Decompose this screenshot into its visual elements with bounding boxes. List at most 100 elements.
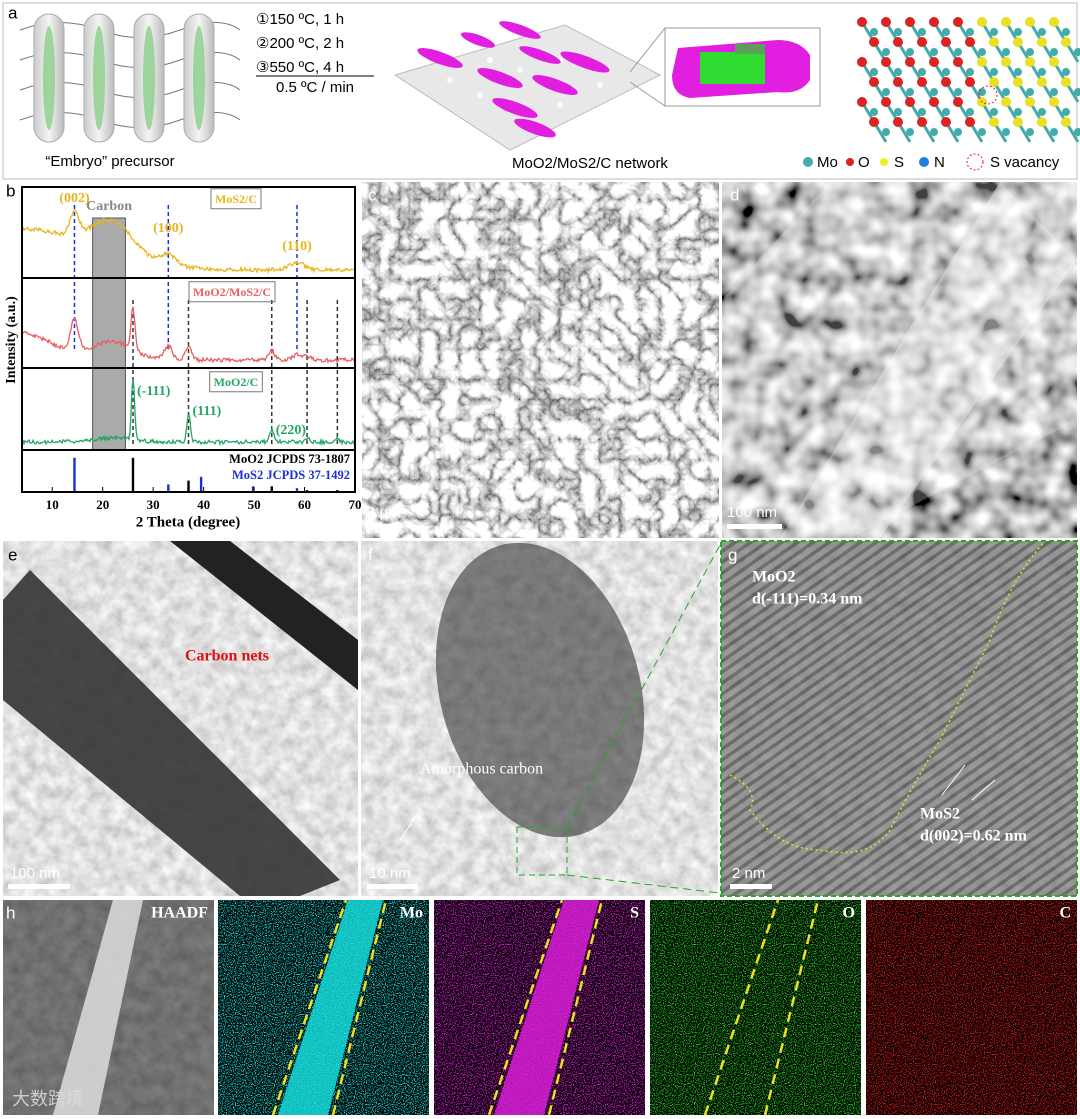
atom <box>1038 68 1046 76</box>
vacancy <box>978 85 998 105</box>
atom <box>869 37 879 47</box>
y-axis-label: Intensity (a.u.) <box>4 296 19 384</box>
atom <box>941 77 951 87</box>
atom <box>942 28 950 36</box>
crystal-illustration <box>857 17 1080 143</box>
atom <box>917 37 927 47</box>
atom <box>1013 77 1023 87</box>
series-name: MoO2/C <box>214 375 259 389</box>
x-axis-label: 2 Theta (degree) <box>136 514 240 530</box>
atom <box>1026 48 1034 56</box>
panel-label: h <box>6 903 15 922</box>
atom <box>953 57 963 67</box>
legend-text: S <box>894 154 904 171</box>
atom <box>1050 48 1058 56</box>
atom <box>1074 48 1080 56</box>
atom <box>917 77 927 87</box>
atom <box>1062 108 1070 116</box>
legend-text: O <box>858 154 870 171</box>
x-tick-label: 60 <box>298 497 311 512</box>
map-label: C <box>1059 905 1071 922</box>
atom <box>1001 57 1011 67</box>
atom <box>906 88 914 96</box>
x-tick-label: 40 <box>197 497 210 512</box>
atom <box>989 77 999 87</box>
panel-h: HAADF Mo S O Ch <box>3 899 1077 1116</box>
band-label: Carbon <box>86 199 132 214</box>
peak-label: (110) <box>282 239 312 254</box>
atom <box>918 28 926 36</box>
xrd-trace <box>21 306 356 364</box>
rod-outline <box>703 899 780 1116</box>
atom <box>1049 97 1059 107</box>
phase-label: MoS2 <box>920 806 960 823</box>
annotation: Carbon nets <box>185 648 269 665</box>
atom <box>1037 37 1047 47</box>
x-tick-label: 70 <box>349 497 362 512</box>
rod-signal <box>278 900 383 1115</box>
rod-outline <box>547 899 604 1116</box>
atom <box>1074 88 1080 96</box>
atom <box>966 68 974 76</box>
panel-label: d <box>730 185 739 204</box>
map-label: S <box>630 905 639 922</box>
rod <box>53 900 143 1115</box>
atom <box>870 108 878 116</box>
atom <box>942 68 950 76</box>
panel-d: d 100 nm <box>722 182 1077 538</box>
atom <box>1025 17 1035 27</box>
atom <box>857 57 867 67</box>
reference-peak <box>187 480 190 492</box>
atom <box>954 48 962 56</box>
peak-label: (111) <box>193 404 222 419</box>
atom <box>918 68 926 76</box>
peak-label: (-111) <box>137 384 171 399</box>
step: ②200 ºC, 2 h <box>256 35 344 52</box>
atom <box>894 68 902 76</box>
series-name: MoS2/C <box>215 192 257 206</box>
scale-bar-label: 2 nm <box>732 865 765 882</box>
atom <box>990 68 998 76</box>
scale-bar-label: 2 μm <box>367 504 401 521</box>
atom <box>1025 97 1035 107</box>
network-illustration <box>393 21 821 151</box>
atom <box>918 108 926 116</box>
atom <box>1049 57 1059 67</box>
panel-e: e Carbon nets 100 nm <box>3 541 358 896</box>
panel-a: a “Embryo” precursor ①150 ºC, 1 h ②200 º… <box>2 2 1080 180</box>
panel-label: b <box>6 181 15 200</box>
atom <box>1038 108 1046 116</box>
atom <box>893 117 903 127</box>
panel-g: g MoO2 d(-111)=0.34 nm MoS2 d(002)=0.62 … <box>720 540 1078 897</box>
rod-outline <box>487 899 564 1116</box>
atom <box>882 128 890 136</box>
x-tick-label: 20 <box>96 497 109 512</box>
atom <box>977 57 987 67</box>
atom <box>1062 68 1070 76</box>
atom <box>977 17 987 27</box>
x-tick-label: 50 <box>248 497 261 512</box>
caption: “Embryo” precursor <box>45 153 174 170</box>
series-name-box <box>209 371 263 393</box>
atom <box>893 77 903 87</box>
legend-text: N <box>934 154 945 171</box>
atom <box>930 48 938 56</box>
scale-bar-label: 100 nm <box>727 504 777 521</box>
atom <box>906 128 914 136</box>
map-tint <box>650 900 861 1115</box>
atom <box>1037 77 1047 87</box>
atom <box>870 28 878 36</box>
caption: MoO2/MoS2/C network <box>512 155 668 172</box>
step: ①150 ºC, 1 h <box>256 11 344 28</box>
panel-label: c <box>368 185 377 204</box>
annotation: Amorphous carbon <box>420 761 543 778</box>
atom <box>905 57 915 67</box>
reference-name: MoO2 JCPDS 73-1807 <box>229 452 350 466</box>
rod-outline <box>271 899 348 1116</box>
panel-label: f <box>368 545 373 564</box>
x-tick-label: 30 <box>147 497 160 512</box>
atom <box>954 128 962 136</box>
atom <box>929 17 939 27</box>
reference-peak <box>251 486 255 492</box>
atom <box>1049 17 1059 27</box>
